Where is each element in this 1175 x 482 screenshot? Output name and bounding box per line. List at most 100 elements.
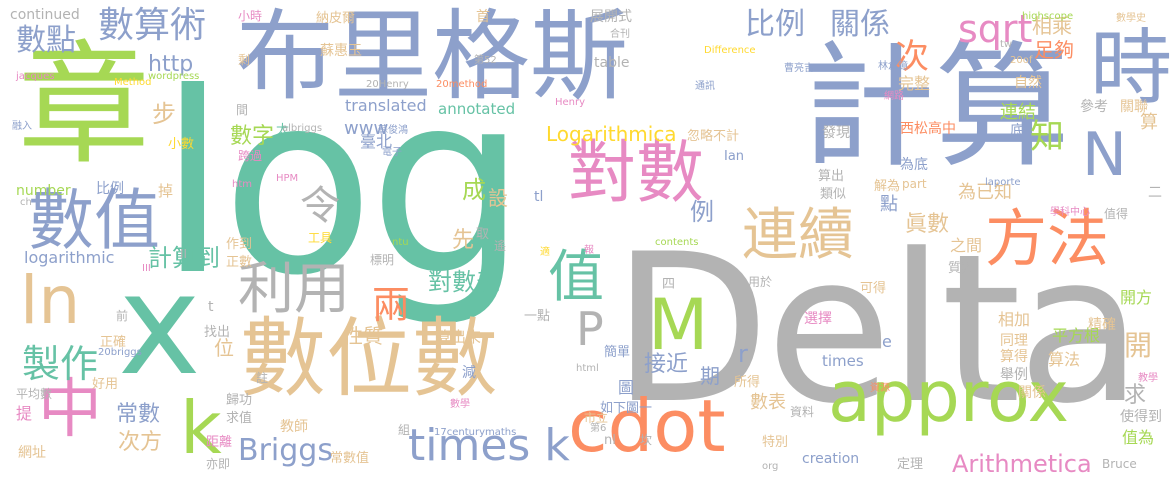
word-zhidewei: 值為 xyxy=(1122,428,1155,447)
word-qu: 取 xyxy=(476,227,490,242)
word-fangfa: 方法 xyxy=(985,202,1110,275)
word-t: t xyxy=(208,299,214,315)
word-suande: 算得 xyxy=(1000,349,1028,365)
word-hpm: HPM xyxy=(276,173,299,184)
word-ian: Ian xyxy=(724,149,745,164)
word-guigong: 歸功 xyxy=(226,393,253,408)
word-changshuzhi: 常數值 xyxy=(330,451,370,466)
word-zhong: 中 xyxy=(38,373,102,447)
word-jingque: 精確 xyxy=(1088,317,1116,333)
word-qiu: 求 xyxy=(1124,383,1147,408)
word-jisuandao: 計算到 xyxy=(148,244,220,272)
word-shuxue: 數學 xyxy=(450,399,470,410)
word-zhanshi: 展開式 xyxy=(590,9,632,25)
word-tl: tl xyxy=(534,189,544,205)
word-yu: 剩 xyxy=(238,53,251,67)
word-suode: 所得 xyxy=(734,375,761,390)
word-cheng: 成 xyxy=(462,176,486,204)
word-logarithmica: Logarithmica xyxy=(546,122,677,146)
word-cdot: cdot xyxy=(568,384,726,468)
word-sufahui: 蘇惠玉 xyxy=(320,43,362,59)
word-www: www xyxy=(344,118,389,139)
word-shuzhi: 數值 xyxy=(28,182,160,259)
word-method: Method xyxy=(114,77,152,88)
word-logarithmic: logarithmic xyxy=(24,248,115,267)
word-org: org xyxy=(762,461,779,472)
word-duishubiao: 對數表 xyxy=(428,268,500,296)
word-jiaoxue: 教學 xyxy=(1138,373,1158,384)
word-xian: 先 xyxy=(452,228,475,253)
word-caoliang: 曹亮吉 xyxy=(784,63,814,74)
word-wanzheng: 完整 xyxy=(898,74,931,93)
word-approx: approx xyxy=(828,356,1070,438)
word-arithmetica: Arithmetica xyxy=(952,450,1092,478)
word-tongli: 同理 xyxy=(1000,333,1028,349)
word-k: k xyxy=(180,386,222,470)
word-dian: 點 xyxy=(880,194,898,215)
word-dingli: 定理 xyxy=(897,457,924,472)
word-sqrt: sqrt xyxy=(958,7,1033,51)
word-xiangjia: 相加 xyxy=(998,310,1031,329)
word-ziyuan: 資源 xyxy=(870,383,890,394)
word-shubiao: 數表 xyxy=(750,392,786,413)
word-zhizuo: 製作 xyxy=(22,342,99,386)
word-zhi-big: 值 xyxy=(548,245,604,310)
word-briggs: Briggs xyxy=(238,433,333,468)
word-si: 四 xyxy=(662,277,676,292)
word-xiaoshi: 小時 xyxy=(238,9,263,23)
word-ntu: ntu xyxy=(392,237,409,248)
word-liang: 兩 xyxy=(372,283,411,327)
word-log: log xyxy=(158,39,527,330)
word-number: number xyxy=(16,183,71,199)
word-bili2: 比例 xyxy=(96,181,124,197)
word-html: html xyxy=(576,363,599,374)
word-kuaguo: 跨過 xyxy=(238,149,263,163)
word-taibei: 臺北 xyxy=(360,132,393,151)
word-x52: 第52 xyxy=(474,55,497,66)
word-wordpress: wordpress xyxy=(148,71,200,82)
word-htm: htm xyxy=(232,179,252,190)
word-suan: 算 xyxy=(1140,112,1158,133)
word-yao: 遙 xyxy=(494,239,507,253)
word-faxian: 發現 xyxy=(822,125,850,141)
word-sujunhong: 蘇俊鴻 xyxy=(378,125,408,136)
word-suanchulai: 算出來 xyxy=(436,328,482,346)
word-m: M xyxy=(648,284,709,366)
word-zu: 組 xyxy=(398,423,411,437)
word-kede: 可得 xyxy=(860,281,887,296)
word-kan: 坎 xyxy=(640,433,653,447)
word-zhenshu: 眞數 xyxy=(905,212,950,237)
word-zhijian: 之間 xyxy=(950,236,983,255)
word-er: 二 xyxy=(1148,185,1162,201)
word-table: table xyxy=(594,55,630,71)
word-iii: III xyxy=(142,263,151,274)
word-wangzhi: 網址 xyxy=(18,445,46,461)
word-continued: continued xyxy=(10,7,80,23)
word-lianxu: 連續 xyxy=(742,203,854,268)
word-highscope: highscope xyxy=(1022,11,1074,22)
word-ti: 提 xyxy=(16,404,33,423)
word-linxin: 林倉億 xyxy=(878,61,908,72)
word-p: P xyxy=(576,302,604,356)
word-teibie: 特別 xyxy=(762,435,789,450)
word-wei: 位 xyxy=(214,336,234,360)
word-creation: creation xyxy=(802,451,860,467)
word-huluebuji: 忽略不計 xyxy=(687,129,740,144)
word-shi2: 適 xyxy=(540,247,550,258)
word-delta: Delta xyxy=(612,211,1143,449)
word-xuanze: 選擇 xyxy=(804,311,832,327)
word-20henry: 20Henry xyxy=(366,79,409,90)
word-ci: 次 xyxy=(895,37,929,77)
word-wanglu: 網路 xyxy=(884,91,904,102)
word-tw: tw xyxy=(1000,39,1013,50)
word-lianjie: 連結 xyxy=(1000,102,1036,123)
word-jiewei: 解為 xyxy=(874,179,901,194)
word-20briggs: 20briggs xyxy=(98,347,142,358)
word-bili: 比例 xyxy=(745,7,805,42)
word-di6: 第6 xyxy=(590,423,607,434)
word-bu: 步 xyxy=(152,100,176,128)
word-shuwei: 數位數 xyxy=(240,309,498,409)
word-ziran: 自然 xyxy=(1014,75,1042,91)
word-zhang: 章 xyxy=(18,29,150,183)
word-xiaoshu: 小數 xyxy=(168,137,195,152)
